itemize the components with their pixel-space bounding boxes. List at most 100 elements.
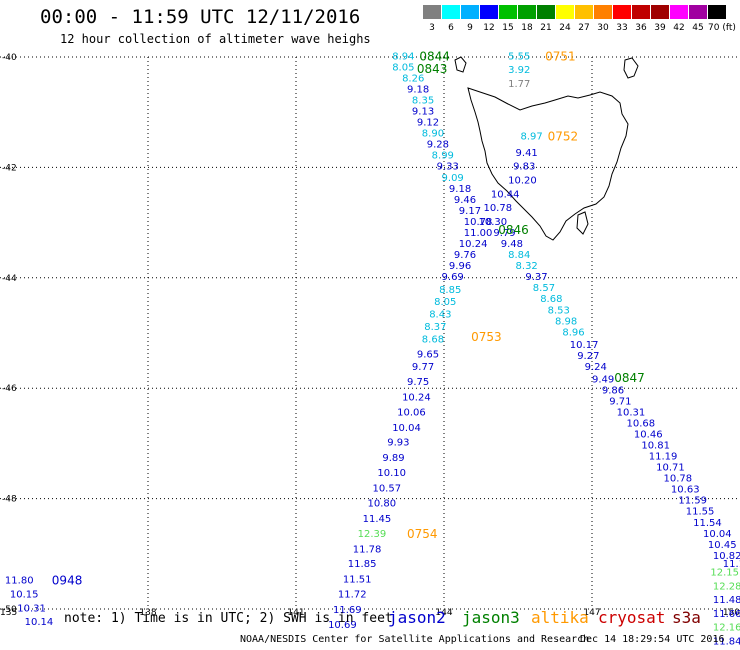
lon-tick-label: 135 xyxy=(0,608,17,618)
wave-height-label: 8.37 xyxy=(424,322,446,333)
wave-height-label: 9.18 xyxy=(449,184,471,195)
wave-height-label: 8.32 xyxy=(516,261,538,272)
lat-tick-label: -42 xyxy=(2,163,17,173)
legend-swatch xyxy=(594,5,612,19)
wave-height-label: 11.54 xyxy=(693,518,722,529)
legend-swatch xyxy=(537,5,555,19)
wave-height-label: 10.06 xyxy=(397,407,426,418)
wave-height-label: 12.39 xyxy=(358,529,387,540)
wave-height-label: 12.16 xyxy=(713,623,740,634)
lat-tick-label: -40 xyxy=(2,53,17,63)
wave-height-label: 11.55 xyxy=(686,507,715,518)
map-title: 00:00 - 11:59 UTC 12/11/2016 xyxy=(40,6,361,28)
legend-label: 33 xyxy=(616,23,628,33)
legend-label: 30 xyxy=(597,23,609,33)
wave-height-label: 9.17 xyxy=(459,206,481,217)
pass-time-label: 0948 xyxy=(52,574,83,588)
pass-time-label: 0843 xyxy=(417,62,448,76)
wave-height-label: 10.71 xyxy=(656,463,685,474)
wave-height-label: 9.49 xyxy=(592,374,614,385)
wave-height-label: 10.68 xyxy=(627,418,656,429)
wave-height-label: 10.78 xyxy=(464,217,493,228)
wave-height-label: 11.59 xyxy=(678,496,707,507)
pass-time-label: 0751 xyxy=(545,49,576,63)
wave-height-label: 11.51 xyxy=(343,575,372,586)
pass-time-label: 0844 xyxy=(419,49,450,63)
wave-height-label: 10.82 xyxy=(713,551,740,562)
wave-height-label: 9.79 xyxy=(493,228,515,239)
wave-height-label: 8.97 xyxy=(520,131,542,142)
lon-tick-label: 141 xyxy=(287,608,304,618)
grid-lines xyxy=(0,56,740,610)
wave-height-label: 9.24 xyxy=(585,362,607,373)
wave-height-label: 8.43 xyxy=(429,310,451,321)
wave-height-label: 10.69 xyxy=(328,620,357,631)
wave-height-label: 9.65 xyxy=(417,349,439,360)
wave-height-label: 8.26 xyxy=(402,73,424,84)
tasmania-coastline xyxy=(454,56,639,241)
wave-height-label: 9.41 xyxy=(516,148,538,159)
legend-swatch xyxy=(651,5,669,19)
legend-label: 70 (ft) xyxy=(708,23,736,33)
wave-height-label: 8.94 xyxy=(392,51,414,62)
legend-label: 21 xyxy=(540,23,552,33)
wave-height-label: 9.83 xyxy=(513,162,535,173)
wave-height-label: 11.84 xyxy=(713,636,740,647)
legend-swatch xyxy=(689,5,707,19)
timestamp-text: Dec 14 18:29:54 UTC 2016 xyxy=(580,634,725,645)
wave-height-label: 10.81 xyxy=(641,441,670,452)
legend-s3a: s3a xyxy=(672,608,701,627)
wave-height-label: 9.77 xyxy=(412,362,434,373)
wave-height-label: 11.1 xyxy=(723,559,740,570)
wave-height-label: 8.98 xyxy=(555,316,577,327)
wave-height-label: 10.44 xyxy=(491,189,520,200)
wave-height-label: 10.20 xyxy=(508,176,537,187)
legend-label: 6 xyxy=(448,23,454,33)
wave-height-label: 10.80 xyxy=(368,498,397,509)
wave-height-label: 9.37 xyxy=(525,272,547,283)
wave-height-label: 9.76 xyxy=(454,250,476,261)
wave-height-label: 11.66 xyxy=(713,609,740,620)
wave-height-label: 8.57 xyxy=(533,283,555,294)
wave-height-label: 8.05 xyxy=(434,297,456,308)
axis-ticks: 135 138 141 144 147 150 -40 -42 -44 -46 -48 -50 xyxy=(0,53,740,618)
wave-height-label: 8.68 xyxy=(422,335,444,346)
pass-time-label: 0847 xyxy=(614,371,645,385)
wave-height-label: 10.31 xyxy=(17,603,46,614)
wave-height-label: 11.78 xyxy=(353,544,382,555)
wave-height-label: 12.15 xyxy=(710,567,739,578)
wave-height-label: 9.86 xyxy=(602,385,624,396)
legend-label: 9 xyxy=(467,23,473,33)
wave-height-label: 9.33 xyxy=(437,162,459,173)
legend-label: 45 xyxy=(692,23,704,33)
lat-tick-label: -48 xyxy=(2,495,17,505)
wave-height-label: 11.00 xyxy=(464,228,493,239)
pass-time-label: 0754 xyxy=(407,527,438,541)
legend-swatch xyxy=(518,5,536,19)
wave-height-label: 9.13 xyxy=(412,107,434,118)
legend-swatch xyxy=(499,5,517,19)
legend-label: 15 xyxy=(502,23,514,33)
legend-jason3: jason3 xyxy=(462,608,520,627)
wave-height-label: 9.71 xyxy=(609,396,631,407)
wave-height-label: 8.05 xyxy=(392,62,414,73)
wave-height-label: 10.78 xyxy=(483,203,512,214)
wave-height-label: 10.46 xyxy=(634,429,663,440)
note-text: note: 1) Time is in UTC; 2) SWH is in fe… xyxy=(64,611,393,626)
wave-height-label: 1.77 xyxy=(508,79,530,90)
credit-text: NOAA/NESDIS Center for Satellite Applica… xyxy=(240,634,590,645)
legend-label: 36 xyxy=(635,23,647,33)
wave-height-label: 10.04 xyxy=(703,529,732,540)
legend-swatch xyxy=(708,5,726,19)
legend-jason2: jason2 xyxy=(388,608,446,627)
wave-height-label: 9.09 xyxy=(442,173,464,184)
legend-altika: altika xyxy=(531,608,589,627)
legend-swatch xyxy=(670,5,688,19)
wave-height-label: 10.24 xyxy=(402,392,431,403)
wave-height-label: 5.55 xyxy=(508,51,530,62)
lon-tick-label: 150 xyxy=(723,608,740,618)
map-subtitle: 12 hour collection of altimeter wave hei… xyxy=(60,32,371,46)
wave-height-label: 11.48 xyxy=(713,595,740,606)
